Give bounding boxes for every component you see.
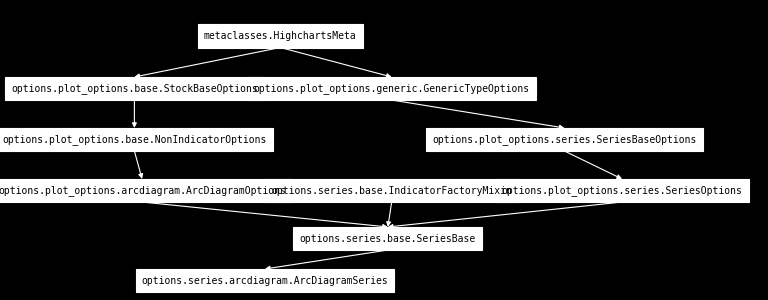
FancyBboxPatch shape xyxy=(5,77,264,100)
FancyBboxPatch shape xyxy=(426,128,703,151)
Text: metaclasses.HighchartsMeta: metaclasses.HighchartsMeta xyxy=(204,31,356,41)
Text: options.plot_options.series.SeriesBaseOptions: options.plot_options.series.SeriesBaseOp… xyxy=(432,134,697,145)
Text: options.plot_options.series.SeriesOptions: options.plot_options.series.SeriesOption… xyxy=(502,185,743,196)
Text: options.series.base.IndicatorFactoryMixin: options.series.base.IndicatorFactoryMixi… xyxy=(271,185,512,196)
FancyBboxPatch shape xyxy=(0,179,292,202)
Text: options.plot_options.base.NonIndicatorOptions: options.plot_options.base.NonIndicatorOp… xyxy=(2,134,266,145)
FancyBboxPatch shape xyxy=(135,269,395,292)
FancyBboxPatch shape xyxy=(0,128,273,151)
Text: options.plot_options.base.StockBaseOptions: options.plot_options.base.StockBaseOptio… xyxy=(11,83,258,94)
Text: options.series.base.SeriesBase: options.series.base.SeriesBase xyxy=(300,233,476,244)
FancyBboxPatch shape xyxy=(265,179,518,202)
Text: options.plot_options.generic.GenericTypeOptions: options.plot_options.generic.GenericType… xyxy=(253,83,530,94)
Text: options.series.arcdiagram.ArcDiagramSeries: options.series.arcdiagram.ArcDiagramSeri… xyxy=(141,275,389,286)
FancyBboxPatch shape xyxy=(293,227,482,250)
FancyBboxPatch shape xyxy=(248,77,535,100)
FancyBboxPatch shape xyxy=(197,25,363,47)
Text: options.plot_options.arcdiagram.ArcDiagramOptions: options.plot_options.arcdiagram.ArcDiagr… xyxy=(0,185,286,196)
FancyBboxPatch shape xyxy=(495,179,749,202)
